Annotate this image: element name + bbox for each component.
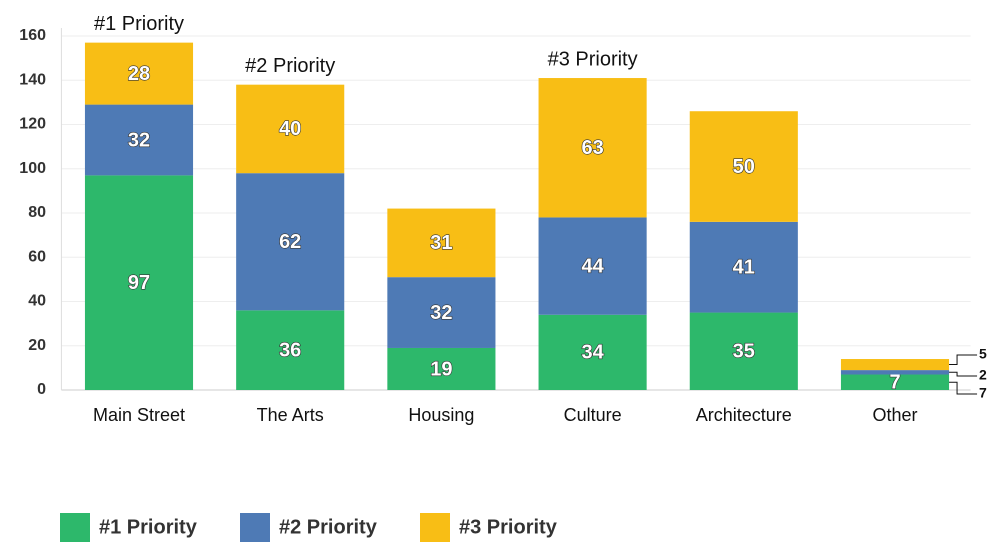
legend-swatch [60,513,90,542]
y-tick-label: 20 [28,337,46,354]
y-tick-label: 160 [19,27,46,44]
y-tick-label: 140 [19,71,46,88]
annotation: #2 Priority [245,55,335,77]
legend-swatch [240,513,270,542]
legend-label: #1 Priority [99,516,198,538]
value-label: 32 [128,129,150,151]
x-tick-label: Housing [408,405,474,425]
value-label: 19 [430,358,452,380]
value-label: 44 [581,255,604,277]
value-label: 50 [733,156,755,178]
x-tick-label: Architecture [696,405,792,425]
annotation: #1 Priority [94,13,184,35]
callout-line [949,354,978,366]
x-tick-label: The Arts [257,405,324,425]
bar-segment [236,84,345,174]
bar-segment [840,359,950,371]
callout-line [949,371,978,377]
bar-segment [689,312,798,390]
bar-segment [689,111,798,222]
bar-segment [236,310,345,390]
bar-segment [538,78,647,218]
y-tick-label: 40 [28,293,46,310]
y-tick-label: 120 [19,116,46,133]
legend-swatch [420,513,450,542]
bar-segment [84,104,194,176]
value-label: 32 [430,302,452,324]
bar-segment [840,370,950,375]
y-tick-label: 100 [19,160,46,177]
value-label: 28 [128,63,150,85]
bar-segment [387,208,496,278]
legend-label: #3 Priority [459,516,558,538]
value-label: 7 [889,372,900,394]
callout-label: 5 [979,346,987,362]
value-label: 36 [279,339,301,361]
bar-segment [840,374,950,390]
value-label: 31 [430,232,452,254]
x-tick-label: Other [872,405,917,425]
value-label: 63 [581,137,603,159]
value-label: 62 [279,231,301,253]
y-tick-label: 80 [28,204,46,221]
y-tick-label: 60 [28,248,46,265]
y-tick-label: 0 [37,381,46,398]
annotation: #3 Priority [548,48,638,70]
bar-segment [538,217,647,315]
callout-label: 7 [979,385,987,401]
value-label: 97 [128,272,150,294]
bar-segment [387,277,496,348]
value-label: 35 [733,341,755,363]
x-tick-label: Main Street [93,405,185,425]
value-label: 34 [581,342,604,364]
value-label: 41 [733,256,755,278]
x-tick-label: Culture [564,405,622,425]
bar-segment [689,221,798,313]
value-label: 40 [279,118,301,140]
bar-segment [538,314,647,390]
bar-segment [387,347,496,390]
callout-line [949,381,978,395]
callout-label: 2 [979,367,987,383]
bar-segment [84,175,194,390]
legend-label: #2 Priority [279,516,378,538]
bar-segment [236,173,345,311]
bar-segment [84,42,194,105]
